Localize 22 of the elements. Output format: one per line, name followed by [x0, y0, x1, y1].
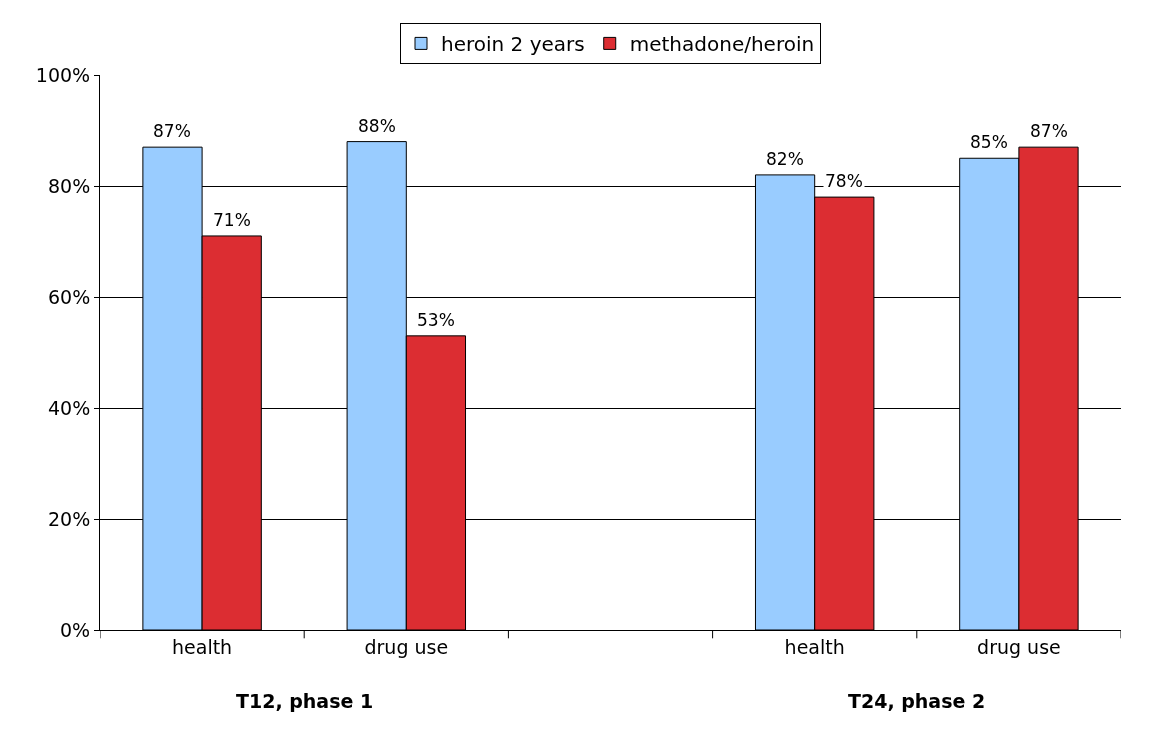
y-tick-label: 100%	[35, 63, 91, 86]
data-label: 78%	[825, 171, 863, 191]
y-tick-label: 40%	[47, 396, 91, 419]
y-tick-label: 80%	[47, 174, 91, 197]
y-tick-label: 20%	[47, 507, 91, 530]
data-label: 87%	[1030, 121, 1068, 141]
data-label: 87%	[153, 121, 191, 141]
x-tick-label: drug use	[977, 635, 1061, 658]
data-label: 53%	[417, 310, 455, 330]
data-label: 85%	[970, 132, 1008, 152]
legend-label: heroin 2 years	[441, 32, 585, 57]
y-tick-label: 60%	[47, 285, 91, 308]
x-tick-label: health	[784, 635, 845, 658]
x-tick-label: drug use	[364, 635, 449, 658]
text: T12, phase 1	[236, 690, 374, 712]
data-label: 88%	[358, 116, 396, 136]
data-label: 71%	[213, 210, 251, 230]
data-label: 82%	[766, 149, 804, 169]
legend-label: methadone/heroin	[629, 32, 815, 57]
y-tick-label: 0%	[60, 618, 91, 641]
x-tick-label: health	[172, 635, 233, 658]
text: T24, phase 2	[848, 690, 986, 712]
